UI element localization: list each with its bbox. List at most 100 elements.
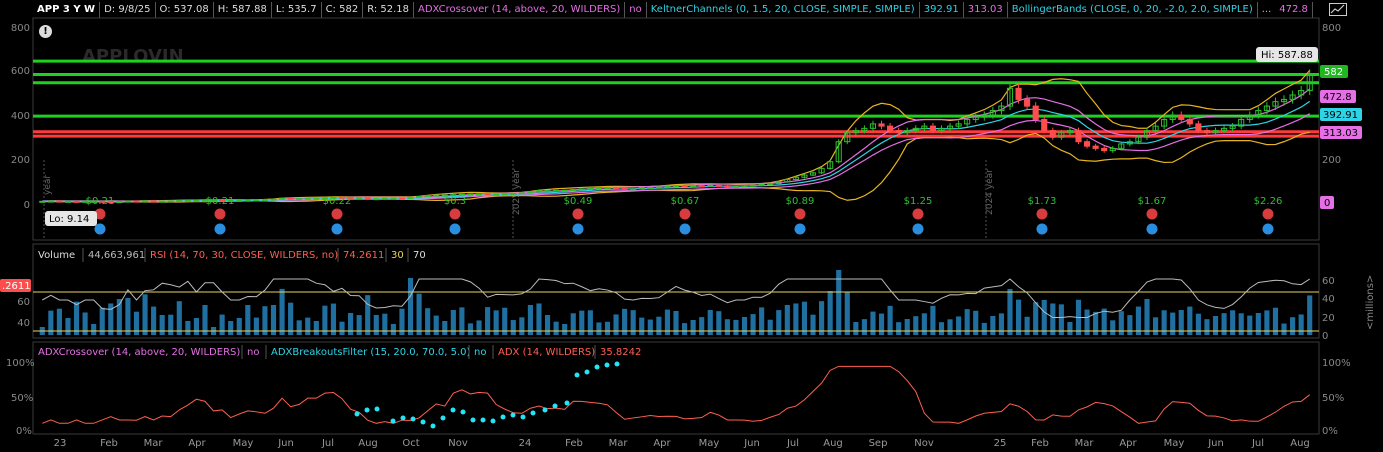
candle-body (1066, 130, 1074, 134)
candle-body (904, 130, 911, 134)
candle-body (553, 189, 560, 192)
volume-bar (681, 323, 688, 335)
candle-body (767, 183, 774, 186)
dividend-icon (331, 223, 343, 235)
candle-body (1272, 101, 1279, 107)
rsi-line (42, 278, 1310, 318)
volume-bar (750, 314, 756, 335)
kc-mid-label: 392.91 (1323, 110, 1358, 121)
volume-bar (878, 313, 885, 335)
time-tick: Feb (1031, 438, 1049, 449)
alert-icon[interactable]: ! (39, 25, 52, 38)
dividend-icon (1146, 223, 1158, 235)
breakout-dot (604, 362, 610, 368)
candle-body (304, 197, 311, 200)
symbol-label[interactable]: APP 3 Y W (33, 2, 101, 18)
breakout-dot (594, 364, 600, 370)
time-tick: Jul (1251, 438, 1264, 449)
volume-bar (313, 321, 319, 335)
candle-body (1041, 118, 1048, 132)
rsi-study-label[interactable]: RSI (14, 70, 30, CLOSE, WILDERS, no) (150, 250, 338, 261)
keltner-mid-value: 392.91 (920, 2, 964, 18)
candle-body (578, 188, 585, 191)
volume-bar (116, 299, 122, 335)
candle-body (912, 127, 919, 132)
candle-body (835, 141, 842, 163)
chart-style-icon[interactable] (1329, 3, 1347, 16)
adx-crossover-study[interactable]: ADXCrossover (14, above, 20, WILDERS) (38, 347, 240, 358)
candle-body (1229, 125, 1236, 129)
candle-body (107, 201, 114, 204)
candle-body (1263, 105, 1270, 112)
candle-body (219, 199, 226, 202)
volume-label[interactable]: Volume (38, 250, 75, 261)
price-axis-left-0: 0 (24, 200, 30, 211)
close-label: C: 582 (322, 2, 364, 18)
candle-body (510, 192, 517, 195)
volume-bar (990, 316, 996, 335)
candle-body (133, 200, 140, 203)
candle-body (227, 199, 234, 202)
volume-bar (921, 313, 927, 335)
volume-bar (1272, 307, 1279, 335)
volume-bar (399, 308, 405, 335)
volume-bar (125, 297, 131, 335)
rsi-oversold: 30 (391, 250, 404, 261)
kc-upper-label: 472.8 (1323, 92, 1352, 103)
volume-bar (707, 310, 713, 335)
volume-bar (433, 315, 439, 335)
candle-body (698, 185, 705, 188)
volume-bar (819, 301, 825, 335)
candle-body (527, 191, 534, 194)
study-adxcrossover[interactable]: ADXCrossover (14, above, 20, WILDERS) (414, 2, 626, 18)
volume-bar (245, 305, 251, 335)
candle-body (792, 176, 799, 181)
volume-bar (673, 311, 679, 335)
study-keltner[interactable]: KeltnerChannels (0, 1.5, 20, CLOSE, SIMP… (647, 2, 920, 18)
volume-bar (1264, 310, 1270, 335)
more-studies[interactable]: ... (1261, 4, 1272, 15)
time-tick: May (1164, 438, 1185, 449)
adx-breakouts-study[interactable]: ADXBreakoutsFilter (15, 20.0, 70.0, 5.0) (271, 347, 471, 358)
volume-bar (305, 317, 311, 335)
time-tick: Apr (653, 438, 671, 449)
time-tick: Oct (402, 438, 419, 449)
volume-bar (1195, 313, 1201, 335)
volume-axis-left-40: 40 (17, 318, 30, 329)
candle-body (1135, 136, 1142, 143)
breakout-dot (574, 372, 580, 378)
low-label: L: 535.7 (272, 2, 322, 18)
volume-bar (1247, 315, 1253, 335)
candle-body (1083, 141, 1091, 147)
volume-bar (416, 293, 422, 335)
candle-body (441, 194, 448, 197)
volume-bar (1238, 313, 1244, 335)
volume-bar (236, 318, 242, 335)
candle-body (1075, 130, 1082, 143)
price-axis-right-800: 800 (1322, 23, 1341, 34)
time-tick: Apr (1119, 438, 1137, 449)
candle-body (167, 200, 174, 203)
study-bollinger[interactable]: BollingerBands (CLOSE, 0, 20, -2.0, 2.0,… (1008, 2, 1258, 18)
candle-body (1289, 94, 1296, 100)
time-tick: 23 (54, 438, 67, 449)
volume-bar (596, 322, 602, 335)
candle-body (887, 125, 894, 132)
volume-bar (998, 313, 1004, 335)
earnings-icon (214, 208, 226, 220)
candle-body (236, 199, 243, 202)
candle-body (1203, 130, 1211, 134)
adx-line (42, 365, 1311, 424)
candle-body (253, 199, 260, 202)
breakout-dot (584, 369, 590, 375)
candle-body (1246, 114, 1253, 120)
candle-body (946, 125, 954, 129)
earnings-icon (794, 208, 806, 220)
dividend-icon (94, 223, 106, 235)
volume-bar (1161, 310, 1167, 335)
adx-value: 35.8242 (600, 347, 641, 358)
adx-study[interactable]: ADX (14, WILDERS) (498, 347, 595, 358)
volume-bar (938, 322, 945, 335)
candle-body (929, 125, 936, 132)
